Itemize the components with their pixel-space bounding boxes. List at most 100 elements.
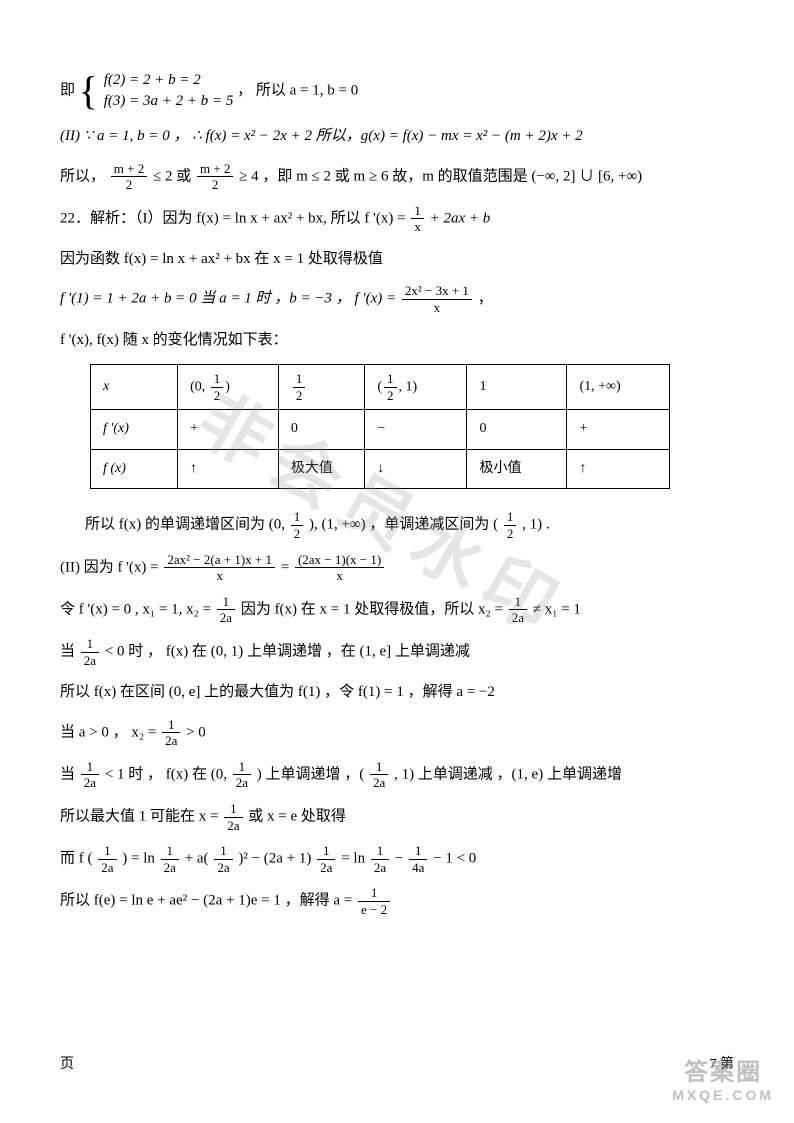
text: 因为 f(x) 在 x = 1 处取得极值，所以 x₂ = bbox=[241, 601, 507, 617]
fraction: 14a bbox=[409, 843, 427, 875]
fraction: 12a bbox=[233, 759, 251, 791]
eq-line-6: f '(1) = 1 + 2a + b = 0 当 a = 1 时 ，b = −… bbox=[60, 283, 734, 315]
sys-b: f(3) = 3a + 2 + b = 5 bbox=[104, 93, 234, 109]
eq-line-2: (II) ∵ a = 1, b = 0 ， ∴ f(x) = x² − 2x +… bbox=[60, 122, 734, 151]
text: ) 上单调递增 ，( bbox=[257, 766, 365, 782]
fraction: 12a bbox=[217, 594, 235, 626]
eq-line-13: 当 a > 0 ， x₂ = 12a > 0 bbox=[60, 717, 734, 749]
fraction: (2ax − 1)(x − 1)x bbox=[295, 552, 384, 584]
text: ≤ 2 或 bbox=[153, 168, 195, 184]
cell: 12 bbox=[278, 365, 365, 410]
fraction: 12a bbox=[81, 636, 99, 668]
text: 当 bbox=[60, 766, 79, 782]
text: = ln bbox=[341, 851, 369, 867]
logo-cn: 答案圈 bbox=[672, 1052, 774, 1087]
cell: f (x) bbox=[103, 461, 126, 476]
eq-line-8: 所以 f(x) 的单调递增区间为 (0, 12 ), (1, +∞) ，单调递减… bbox=[60, 509, 734, 541]
fraction: 12a bbox=[161, 843, 179, 875]
table-row: f (x) ↑ 极大值 ↓ 极小值 ↑ bbox=[91, 449, 670, 489]
text: + a( bbox=[185, 851, 209, 867]
cell: (1, +∞) bbox=[579, 379, 620, 394]
text: ， bbox=[478, 291, 493, 307]
fraction: 12a bbox=[317, 843, 335, 875]
text: , 1) 上单调递减 ，(1, e) 上单调递增 bbox=[394, 766, 622, 782]
eq-line-14: 当 12a < 1 时 ， f(x) 在 (0, 12a ) 上单调递增 ，( … bbox=[60, 759, 734, 791]
eq-line-16: 而 f ( 12a ) = ln 12a + a( 12a )² − (2a +… bbox=[60, 843, 734, 875]
text: < 0 时 ， f(x) 在 (0, 1) 上单调递增 ，在 (1, e] 上单… bbox=[105, 644, 470, 660]
text: 所以最大值 1 可能在 x = bbox=[60, 809, 222, 825]
sign-table: x (0, 12) 12 (12, 1) 1 (1, +∞) f '(x) + … bbox=[90, 364, 670, 489]
text: , 1) . bbox=[522, 517, 550, 533]
text: 所以 f(e) = ln e + ae² − (2a + 1)e = 1 ，解得… bbox=[60, 893, 356, 909]
fraction: 12a bbox=[224, 801, 242, 833]
fraction: 12a bbox=[98, 843, 116, 875]
fraction: 12a bbox=[214, 843, 232, 875]
fraction: 12a bbox=[509, 594, 527, 626]
fraction: 2x² − 3x + 1x bbox=[402, 283, 472, 315]
fraction: 12a bbox=[370, 759, 388, 791]
cell: (12, 1) bbox=[365, 365, 467, 410]
cell: f '(x) bbox=[103, 421, 129, 436]
text: 而 f ( bbox=[60, 851, 93, 867]
fraction: 1x bbox=[411, 203, 424, 235]
cell: ↑ bbox=[579, 461, 586, 476]
eq-line-10: 令 f '(x) = 0 , x₁ = 1, x₂ = 12a 因为 f(x) … bbox=[60, 594, 734, 626]
fraction: m + 22 bbox=[197, 161, 233, 193]
text: = bbox=[281, 559, 293, 575]
text: 当 bbox=[60, 644, 79, 660]
cell: 0 bbox=[291, 421, 298, 436]
fraction: 12 bbox=[291, 509, 304, 541]
eq-line-12: 所以 f(x) 在区间 (0, e] 上的最大值为 f(1) ，令 f(1) =… bbox=[60, 678, 734, 707]
page-footer: 页 7 第 bbox=[60, 1053, 734, 1073]
text: 当 a > 0 ， x₂ = bbox=[60, 724, 160, 740]
text: 即 bbox=[60, 82, 75, 98]
eq-line-11: 当 12a < 0 时 ， f(x) 在 (0, 1) 上单调递增 ，在 (1,… bbox=[60, 636, 734, 668]
cell: x bbox=[103, 379, 109, 394]
fraction: 12a bbox=[81, 759, 99, 791]
eq-line-15: 所以最大值 1 可能在 x = 12a 或 x = e 处取得 bbox=[60, 801, 734, 833]
cell: 0 bbox=[479, 421, 486, 436]
text: 所以， bbox=[60, 168, 105, 184]
cell: ↑ bbox=[190, 461, 197, 476]
cell: + bbox=[579, 421, 587, 436]
text: 所以 f(x) 在区间 (0, e] 上的最大值为 f(1) ，令 f(1) =… bbox=[60, 684, 495, 700]
text: < 1 时 ， f(x) 在 (0, bbox=[105, 766, 231, 782]
text: ≠ x₁ = 1 bbox=[533, 601, 581, 617]
fraction: 12a bbox=[162, 717, 180, 749]
text: 令 f '(x) = 0 , x₁ = 1, x₂ = bbox=[60, 601, 215, 617]
text: − 1 < 0 bbox=[433, 851, 476, 867]
eq-line-1: 即 { f(2) = 2 + b = 2 f(3) = 3a + 2 + b =… bbox=[60, 70, 734, 112]
fraction: 1e − 2 bbox=[358, 885, 390, 917]
brace-icon: { bbox=[79, 71, 98, 111]
text: (II) 因为 f '(x) = bbox=[60, 559, 162, 575]
text: 因为函数 f(x) = ln x + ax² + bx 在 x = 1 处取得极… bbox=[60, 251, 383, 267]
text: )² − (2a + 1) bbox=[238, 851, 315, 867]
eq-line-3: 所以， m + 22 ≤ 2 或 m + 22 ≥ 4 ，即 m ≤ 2 或 m… bbox=[60, 161, 734, 193]
table-row: x (0, 12) 12 (12, 1) 1 (1, +∞) bbox=[91, 365, 670, 410]
table-row: f '(x) + 0 − 0 + bbox=[91, 410, 670, 450]
fraction: 2ax² − 2(a + 1)x + 1x bbox=[164, 552, 275, 584]
eq-line-9: (II) 因为 f '(x) = 2ax² − 2(a + 1)x + 1x =… bbox=[60, 552, 734, 584]
logo-en: MXQE.COM bbox=[672, 1087, 774, 1103]
cell: ↓ bbox=[377, 461, 384, 476]
sys-a: f(2) = 2 + b = 2 bbox=[104, 72, 201, 88]
fraction: 12 bbox=[504, 509, 517, 541]
fraction: 12a bbox=[371, 843, 389, 875]
logo-watermark: 答案圈 MXQE.COM bbox=[672, 1052, 774, 1103]
text: − bbox=[395, 851, 407, 867]
eq-line-17: 所以 f(e) = ln e + ae² − (2a + 1)e = 1 ，解得… bbox=[60, 885, 734, 917]
text: f '(1) = 1 + 2a + b = 0 当 a = 1 时 ，b = −… bbox=[60, 291, 400, 307]
text: ) = ln bbox=[122, 851, 158, 867]
eq-line-5: 因为函数 f(x) = ln x + ax² + bx 在 x = 1 处取得极… bbox=[60, 245, 734, 274]
text: ， 所以 a = 1, b = 0 bbox=[237, 82, 358, 98]
text: (II) ∵ a = 1, b = 0 ， ∴ f(x) = x² − 2x +… bbox=[60, 128, 583, 144]
text: 22．解析：（I）因为 f(x) = ln x + ax² + bx, 所以 f… bbox=[60, 210, 409, 226]
cell: 1 bbox=[479, 379, 486, 394]
text: f '(x), f(x) 随 x 的变化情况如下表： bbox=[60, 332, 288, 348]
cell: 极大值 bbox=[291, 461, 333, 476]
text: 或 x = e 处取得 bbox=[248, 809, 346, 825]
text: > 0 bbox=[186, 724, 206, 740]
eq-line-7: f '(x), f(x) 随 x 的变化情况如下表： bbox=[60, 326, 734, 355]
text: 所以 f(x) 的单调递增区间为 (0, bbox=[85, 517, 289, 533]
text: + 2ax + b bbox=[430, 210, 491, 226]
